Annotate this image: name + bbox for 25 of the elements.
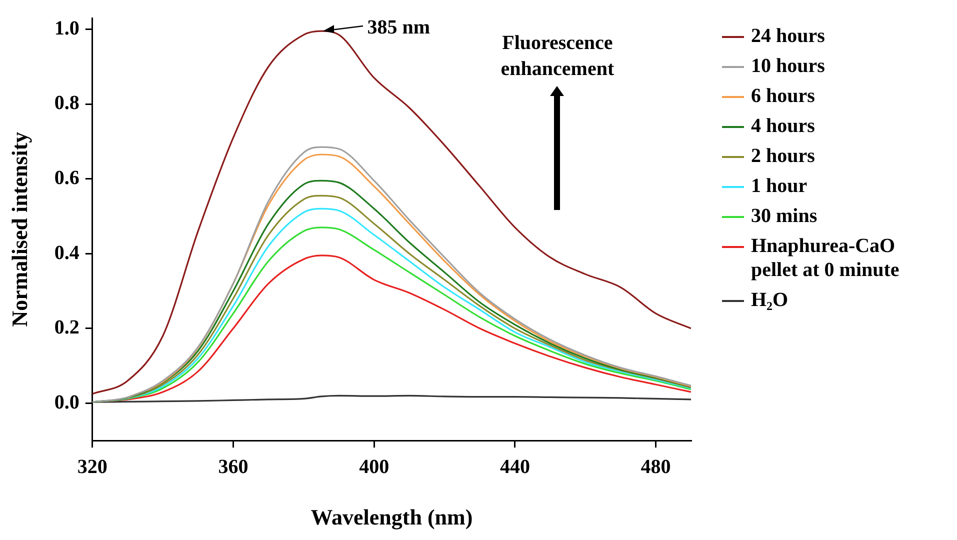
legend-label: 10 hours	[751, 54, 825, 78]
annotation: Fluorescence enhancement	[500, 31, 616, 82]
legend-label: 6 hours	[751, 84, 815, 108]
x-tick-label: 400	[359, 456, 390, 478]
y-axis-title: Normalised intensity	[6, 132, 32, 327]
line-series	[92, 394, 691, 403]
y-tick-label: 0.8	[54, 92, 80, 114]
y-tick-label: 0.0	[54, 391, 80, 414]
legend-label: 4 hours	[751, 114, 815, 138]
legend-label: 1 hour	[751, 174, 808, 198]
x-tick-label: 440	[500, 456, 530, 478]
legend-label: 2 hours	[751, 144, 815, 168]
y-tick-label: 0.2	[54, 316, 80, 339]
y-tick-label: 0.6	[54, 166, 80, 189]
x-tick-label: 320	[77, 456, 108, 478]
y-tick-label: 1.0	[54, 17, 80, 40]
legend-label: Hnaphurea-CaO pellet at 0 minute	[751, 234, 900, 282]
legend-label: 30 mins	[751, 204, 818, 228]
x-tick-label: 480	[640, 456, 671, 478]
legend-label: 24 hours	[751, 24, 825, 48]
legend-label: H₂O	[751, 288, 788, 312]
x-axis-title: Wavelength (nm)	[310, 504, 473, 530]
x-tick-label: 360	[218, 456, 248, 478]
y-tick-label: 0.4	[54, 242, 80, 264]
annotation: 385 nm	[367, 16, 430, 38]
